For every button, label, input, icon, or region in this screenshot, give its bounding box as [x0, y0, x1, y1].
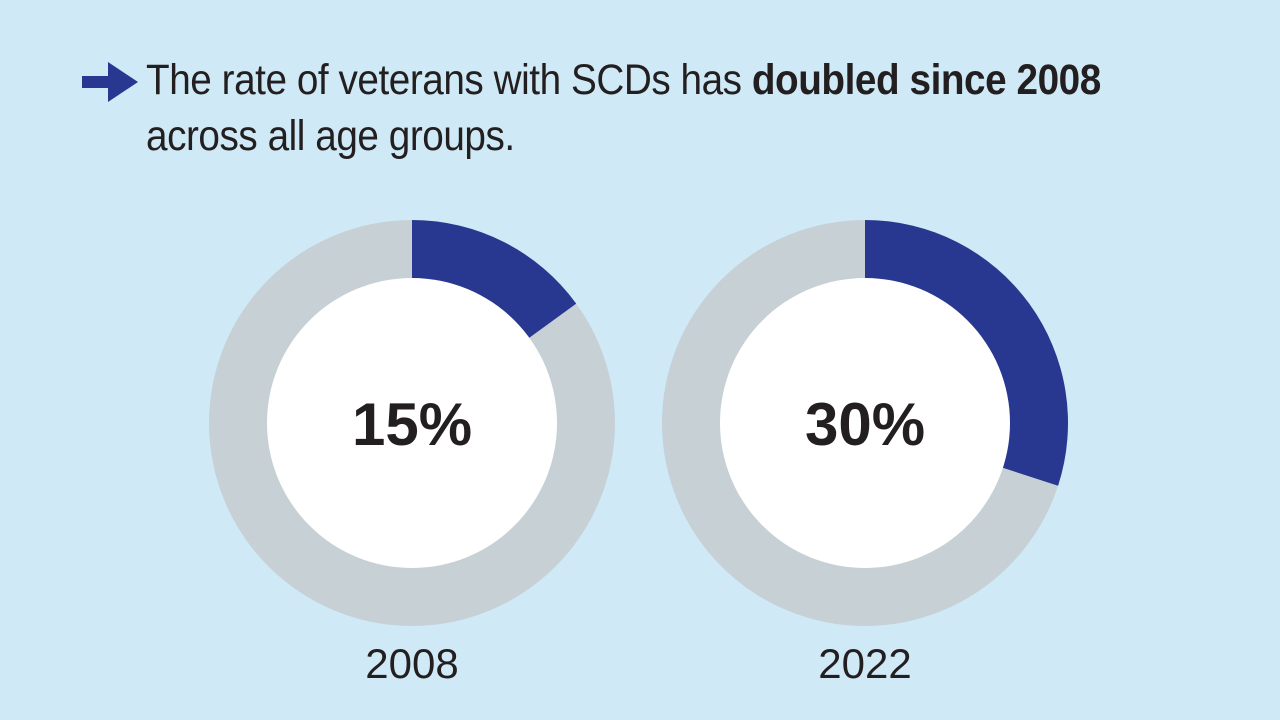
donut-value-label-2022: 30% [805, 391, 925, 458]
year-label-2008: 2008 [365, 640, 458, 687]
headline-text-bold: doubled since 2008 [751, 56, 1101, 104]
donut-value-label-2008: 15% [352, 391, 472, 458]
headline: The rate of veterans with SCDs has doubl… [82, 52, 1232, 164]
donut-chart-2022: 30% 2022 [662, 220, 1068, 687]
donut-center-2008 [267, 278, 557, 568]
headline-text: The rate of veterans with SCDs has doubl… [146, 52, 1123, 164]
arrow-right-icon [82, 62, 138, 102]
headline-text-after: across all age groups. [146, 112, 515, 160]
donut-chart-2008: 15% 2008 [209, 220, 615, 687]
headline-text-before: The rate of veterans with SCDs has [146, 56, 752, 104]
donut-center-2022 [720, 278, 1010, 568]
year-label-2022: 2022 [818, 640, 911, 687]
